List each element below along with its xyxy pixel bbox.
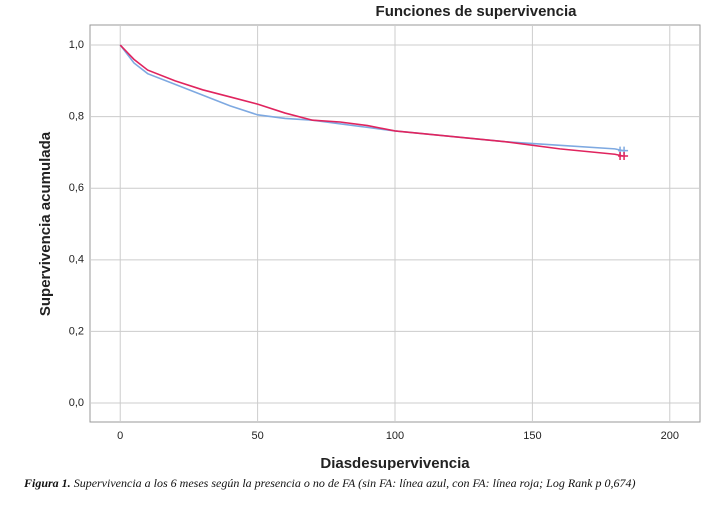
y-axis-label: Supervivencia acumulada	[37, 131, 54, 316]
x-tick-label: 50	[251, 430, 263, 442]
y-tick-label: 1,0	[69, 39, 84, 51]
survival-line	[119, 44, 624, 152]
x-axis-label: Diasdesupervivencia	[320, 455, 470, 470]
y-tick-label: 0,6	[69, 182, 84, 194]
y-tick-label: 0,0	[69, 397, 84, 409]
caption-label: Figura 1.	[24, 476, 71, 490]
y-tick-label: 0,4	[69, 254, 84, 266]
x-tick-label: 100	[386, 430, 404, 442]
x-tick-label: 0	[117, 430, 123, 442]
caption: Figura 1. Supervivencia a los 6 meses se…	[24, 476, 714, 491]
x-tick-label: 150	[523, 430, 541, 442]
survival-line	[119, 44, 624, 157]
x-tick-label: 200	[661, 430, 679, 442]
chart-title: Funciones de supervivencia	[376, 3, 578, 20]
y-tick-label: 0,2	[69, 325, 84, 337]
caption-text: Supervivencia a los 6 meses según la pre…	[73, 476, 636, 490]
chart: Funciones de supervivencia Diasdesupervi…	[37, 3, 701, 470]
y-tick-label: 0,8	[69, 111, 84, 123]
censor-mark	[618, 152, 629, 161]
